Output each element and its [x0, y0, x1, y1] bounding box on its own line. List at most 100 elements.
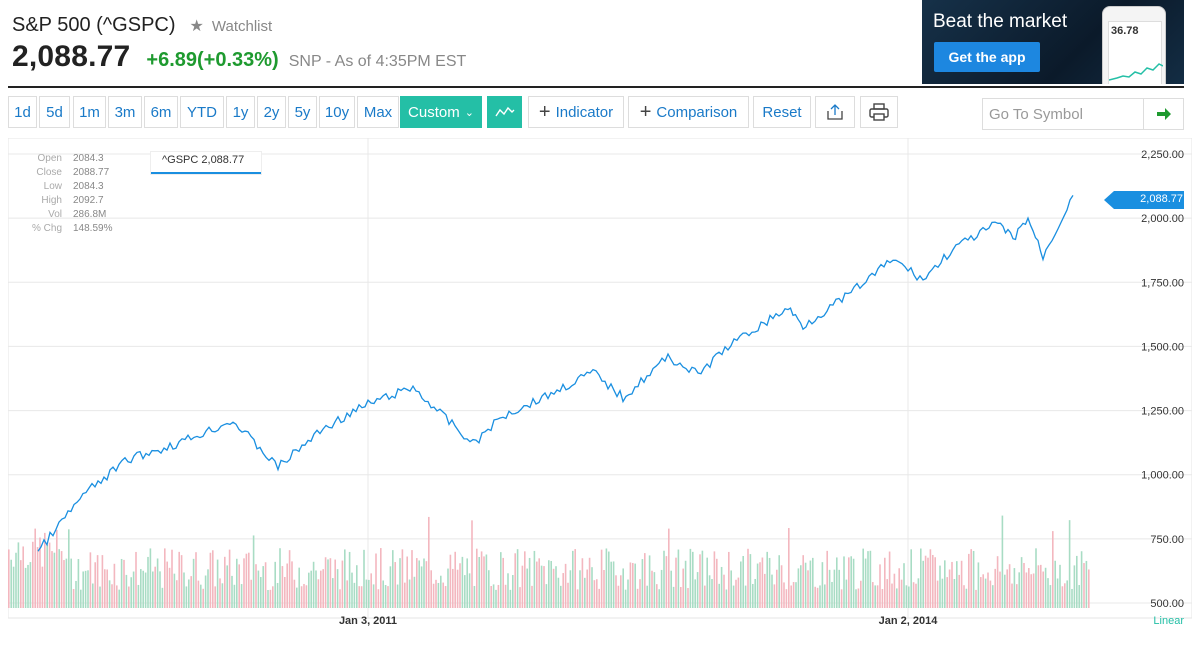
volume-bar [1049, 585, 1052, 608]
reset-button[interactable]: Reset [753, 96, 811, 128]
volume-bar [195, 552, 197, 608]
volume-bar [1016, 584, 1018, 608]
share-button[interactable] [815, 96, 855, 128]
price-change: +6.89(+0.33%) [146, 49, 279, 71]
chart-type-button[interactable] [487, 96, 522, 128]
price-chart[interactable]: 2,250.00 2,000.00 1,750.00 1,500.00 1,250.00… [8, 138, 1192, 630]
ohlc-value: 148.59% [73, 223, 113, 234]
volume-bar [632, 562, 634, 608]
volume-bar [1085, 560, 1088, 608]
volume-bar [1001, 515, 1004, 608]
app-ad-banner[interactable]: Beat the market Get the app 36.78 [922, 0, 1184, 84]
watchlist-button[interactable]: ★ Watchlist [190, 16, 273, 36]
volume-bar [941, 578, 944, 608]
volume-bar [677, 549, 680, 608]
volume-bar [77, 559, 80, 608]
volume-bar [634, 563, 636, 608]
range-1y-button[interactable]: 1y [226, 96, 255, 128]
volume-bar [1006, 569, 1008, 608]
volume-bar [672, 586, 675, 608]
volume-bar [509, 589, 512, 608]
range-2y-button[interactable]: 2y [257, 96, 286, 128]
volume-bar [317, 579, 320, 608]
series-legend-tag[interactable]: ^GSPC 2,088.77 [151, 152, 261, 174]
scale-toggle-label[interactable]: Linear [1153, 615, 1184, 627]
phone-screen: 36.78 [1108, 21, 1163, 84]
ohlc-panel: Open 2084.3 Close 2088.77 Low 2084.3 High 20… [8, 152, 113, 236]
volume-bar [548, 560, 550, 608]
volume-bar [552, 568, 555, 608]
volume-bar [281, 566, 284, 608]
volume-bar [382, 580, 384, 608]
volume-bar [881, 589, 884, 608]
volume-bar [428, 516, 430, 608]
volume-bar [560, 585, 562, 608]
ohlc-value: 2084.3 [73, 181, 104, 192]
chart-area[interactable]: 2,250.00 2,000.00 1,750.00 1,500.00 1,250.00… [8, 138, 1192, 630]
custom-range-button[interactable]: Custom ⌄ [400, 96, 482, 128]
volume-bar [543, 566, 545, 608]
volume-bar [96, 555, 99, 608]
range-3m-button[interactable]: 3m [108, 96, 142, 128]
range-5y-button[interactable]: 5y [288, 96, 317, 128]
volume-bar [701, 550, 704, 608]
volume-bar [850, 556, 852, 608]
go-button[interactable] [1143, 98, 1184, 130]
volume-bar [1052, 531, 1054, 608]
volume-bar [464, 575, 466, 608]
volume-bar [176, 580, 178, 608]
volume-bar [903, 563, 905, 608]
volume-bar [936, 580, 939, 608]
volume-bar [1047, 578, 1049, 608]
range-max-button[interactable]: Max [357, 96, 399, 128]
volume-bar [92, 583, 94, 608]
volume-bar [418, 560, 420, 608]
range-ytd-button[interactable]: YTD [180, 96, 224, 128]
range-10y-button[interactable]: 10y [319, 96, 355, 128]
volume-bar [910, 549, 912, 608]
get-app-button[interactable]: Get the app [934, 42, 1040, 72]
indicator-label: Indicator [555, 103, 614, 121]
range-6m-button[interactable]: 6m [144, 96, 178, 128]
volume-bar [334, 559, 336, 608]
volume-bar [764, 573, 766, 608]
volume-bar [106, 569, 108, 608]
volume-bar [406, 556, 408, 608]
range-5d-button[interactable]: 5d [39, 96, 70, 128]
volume-bar [1018, 572, 1020, 608]
range-1m-button[interactable]: 1m [73, 96, 106, 128]
volume-bar [60, 551, 63, 608]
volume-bar [123, 559, 125, 608]
volume-bar [603, 570, 605, 608]
ohlc-label: High [41, 195, 62, 206]
print-button[interactable] [860, 96, 898, 128]
volume-bar [461, 556, 464, 608]
ohlc-value: 286.8M [73, 209, 107, 220]
volume-bar [420, 566, 423, 608]
volume-bar [934, 557, 936, 608]
volume-bar [785, 589, 788, 608]
volume-bar [252, 535, 255, 608]
volume-bar [442, 582, 444, 608]
volume-bar [929, 549, 932, 608]
ohlc-label: % Chg [31, 223, 62, 234]
volume-bar [399, 558, 401, 608]
volume-bar [972, 550, 975, 608]
ohlc-label: Close [36, 167, 62, 178]
volume-bar [336, 569, 339, 608]
volume-bar [353, 582, 356, 608]
volume-bar [1061, 586, 1064, 608]
plus-icon: + [639, 100, 652, 123]
volume-bar [876, 585, 879, 608]
volume-bar [303, 583, 305, 608]
price-row: 2,088.77 +6.89(+0.33%) SNP - As of 4:35P… [12, 40, 466, 74]
range-1d-button[interactable]: 1d [8, 96, 37, 128]
go-to-symbol-input[interactable] [982, 98, 1144, 130]
indicator-button[interactable]: + Indicator [528, 96, 624, 128]
volume-bar [1088, 569, 1090, 608]
printer-icon [869, 103, 889, 121]
volume-bar [944, 560, 946, 608]
comparison-button[interactable]: + Comparison [628, 96, 749, 128]
volume-bar [821, 562, 824, 608]
volume-bar [214, 586, 216, 608]
